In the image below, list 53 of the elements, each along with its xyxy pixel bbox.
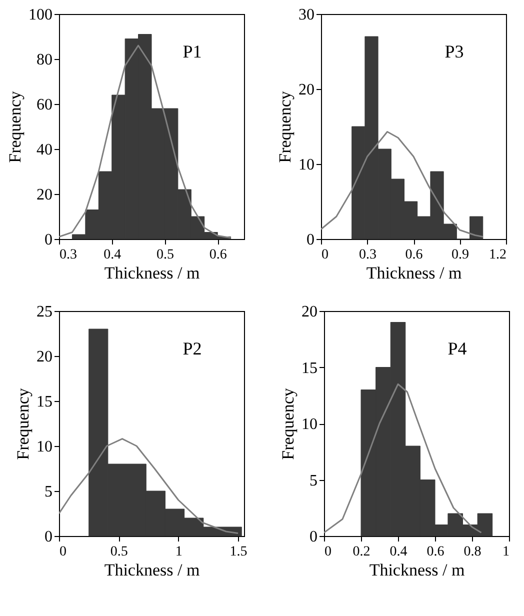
x-tick-label: 0.5 (110, 544, 128, 560)
y-axis-title: Frequency (14, 388, 32, 460)
x-tick-label: 0.6 (426, 544, 444, 560)
y-tick-label: 0 (310, 528, 318, 546)
annotation: P4 (448, 338, 467, 358)
y-tick-label: 5 (310, 472, 318, 490)
x-tick-label: 0.4 (390, 544, 408, 560)
x-tick-label: 0.3 (359, 248, 376, 262)
y-axis-title: Frequency (276, 90, 294, 163)
line-series (59, 44, 232, 239)
y-tick-label: 10 (302, 416, 318, 433)
x-axis-title: Thickness / m (366, 264, 462, 282)
x-tick-label: 0.3 (60, 248, 77, 262)
x-tick-label: 0.8 (464, 544, 482, 560)
x-tick-label: 0.4 (104, 248, 122, 262)
x-tick-label: 0 (60, 544, 66, 560)
x-tick-label: 0.2 (352, 544, 370, 560)
y-tick-label: 0 (44, 528, 52, 546)
x-tick-label: 0.9 (452, 248, 469, 262)
y-tick-label: 15 (302, 360, 318, 377)
y-tick-label: 20 (302, 304, 318, 320)
annotation: P2 (182, 338, 202, 358)
annotation: P1 (182, 41, 202, 62)
x-axis-title: Thickness / m (104, 560, 200, 580)
y-tick-label: 40 (36, 142, 52, 158)
y-tick-label: 20 (36, 186, 52, 204)
y-tick-label: 100 (28, 6, 52, 24)
x-tick-label: 0.6 (209, 248, 227, 262)
y-tick-label: 10 (36, 438, 52, 456)
x-tick-label: 1.2 (489, 248, 506, 262)
y-tick-label: 0 (44, 232, 52, 248)
y-tick-label: 25 (36, 304, 52, 320)
x-tick-label: 0 (322, 248, 328, 262)
y-axis-title: Frequency (6, 90, 24, 163)
y-tick-label: 15 (36, 394, 52, 410)
x-tick-label: 1.5 (230, 544, 248, 560)
y-tick-label: 20 (36, 348, 52, 366)
y-tick-label: 20 (298, 82, 314, 98)
x-tick-label: 0.5 (156, 248, 174, 262)
x-axis-title: Thickness / m (369, 560, 465, 580)
y-tick-label: 10 (298, 156, 314, 174)
annotation: P3 (444, 41, 464, 62)
x-axis-title: Thickness / m (104, 264, 200, 282)
x-tick-label: 1 (175, 544, 182, 560)
x-tick-label: 1 (502, 544, 510, 560)
y-tick-label: 5 (44, 484, 52, 500)
y-tick-label: 60 (36, 96, 52, 114)
y-axis-title: Frequency (278, 388, 298, 460)
y-tick-label: 0 (306, 232, 314, 248)
y-tick-label: 80 (36, 52, 52, 68)
x-tick-label: 0 (324, 544, 332, 560)
x-tick-label: 0.6 (405, 248, 423, 262)
y-tick-label: 30 (298, 6, 314, 24)
